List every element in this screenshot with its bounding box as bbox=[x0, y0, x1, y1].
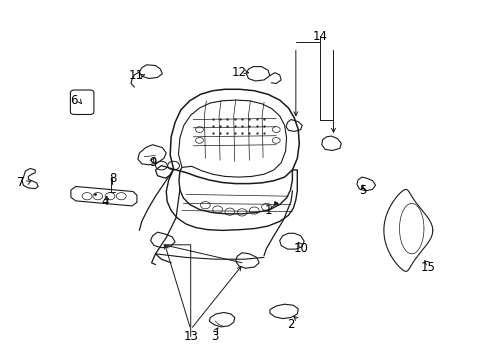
Text: 4: 4 bbox=[101, 195, 109, 208]
Text: 10: 10 bbox=[293, 242, 307, 255]
Text: 11: 11 bbox=[128, 69, 143, 82]
Text: 3: 3 bbox=[211, 330, 219, 343]
Text: 12: 12 bbox=[232, 66, 246, 78]
Text: 1: 1 bbox=[264, 204, 271, 217]
Text: 6: 6 bbox=[70, 94, 78, 107]
Text: 13: 13 bbox=[183, 330, 198, 343]
Text: 2: 2 bbox=[286, 318, 294, 330]
Text: 9: 9 bbox=[148, 156, 156, 169]
Text: 5: 5 bbox=[358, 184, 366, 197]
Text: 7: 7 bbox=[17, 176, 24, 189]
Text: 8: 8 bbox=[108, 172, 116, 185]
Text: 14: 14 bbox=[312, 30, 327, 42]
Text: 15: 15 bbox=[420, 261, 434, 274]
